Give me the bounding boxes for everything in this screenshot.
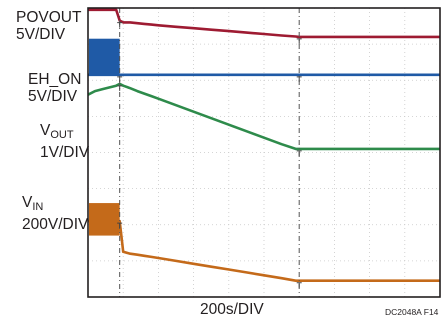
plot-grid [88, 8, 440, 297]
vout-main: V [40, 122, 51, 139]
cursor-marker [296, 76, 302, 82]
plot-frame [87, 7, 441, 298]
vout-scale: 1V/DIV [40, 144, 90, 161]
burst-region-1 [89, 38, 120, 75]
x-axis-label: 200s/DIV [200, 301, 264, 318]
trace-2 [87, 82, 440, 151]
figure-id: DC2048A F14 [385, 307, 439, 317]
waveform-traces [87, 8, 440, 283]
vin-scale: 200V/DIV [22, 216, 89, 233]
cursor-marker [117, 76, 123, 82]
vin-label: VIN 200V/DIV [22, 194, 88, 233]
vin-sub: IN [32, 201, 44, 213]
cursor-marker [117, 85, 123, 91]
cursor-marker [296, 150, 302, 156]
ehon-name: EH_ON [28, 71, 82, 88]
ehon-scale: 5V/DIV [28, 88, 78, 105]
ehon-label: EH_ON 5V/DIV [28, 71, 81, 105]
trace-0 [88, 8, 440, 39]
vin-main: V [22, 194, 33, 211]
burst-regions [89, 38, 120, 236]
burst-region-3 [89, 203, 120, 236]
trace-3 [88, 219, 440, 283]
cursor-marker [117, 22, 123, 28]
cursor-marker [296, 38, 302, 44]
cursor-marker [117, 222, 123, 229]
povout-label: POVOUT 5V/DIV [16, 9, 81, 43]
vout-sub: OUT [50, 129, 74, 141]
vout-label: VOUT 1V/DIV [40, 122, 89, 161]
cursor-markers [117, 8, 302, 297]
povout-name: POVOUT [16, 9, 82, 26]
cursor-marker [296, 282, 302, 288]
povout-scale: 5V/DIV [16, 26, 66, 43]
